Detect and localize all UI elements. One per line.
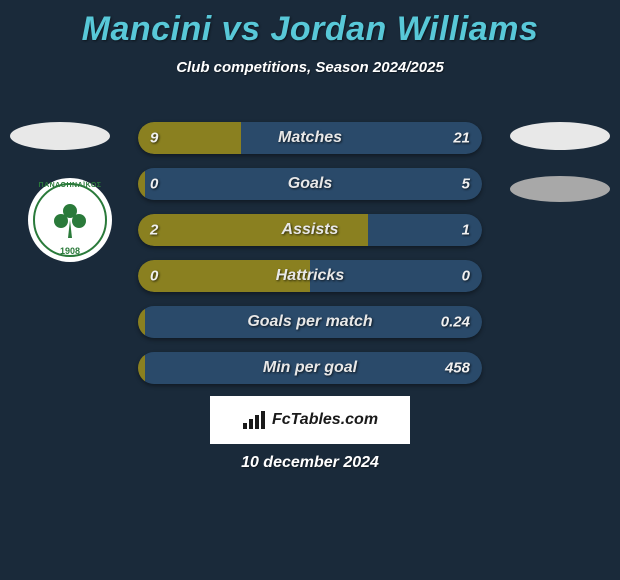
bar-value-left: 0 bbox=[150, 268, 158, 285]
stat-bar-goals-per-match: Goals per match0.24 bbox=[138, 306, 482, 338]
bar-value-left: 2 bbox=[150, 222, 158, 239]
bar-value-right: 458 bbox=[445, 360, 470, 377]
bar-label: Matches bbox=[138, 129, 482, 147]
bar-label: Min per goal bbox=[138, 359, 482, 377]
right-player-placeholder-2 bbox=[510, 176, 610, 202]
stat-bar-min-per-goal: Min per goal458 bbox=[138, 352, 482, 384]
attribution-badge: FcTables.com bbox=[210, 396, 410, 444]
bar-label: Goals bbox=[138, 175, 482, 193]
badge-year: 1908 bbox=[60, 246, 80, 256]
bar-value-left: 0 bbox=[150, 176, 158, 193]
left-player-placeholder-1 bbox=[10, 122, 110, 150]
bar-value-left: 9 bbox=[150, 130, 158, 147]
bar-value-right: 5 bbox=[462, 176, 470, 193]
page-title: Mancini vs Jordan Williams bbox=[0, 0, 620, 49]
bar-label: Goals per match bbox=[138, 313, 482, 331]
bar-value-right: 0 bbox=[462, 268, 470, 285]
attribution-text: FcTables.com bbox=[272, 411, 378, 429]
stat-bar-hattricks: Hattricks0 0 bbox=[138, 260, 482, 292]
bar-label: Hattricks bbox=[138, 267, 482, 285]
stat-bar-matches: Matches9 21 bbox=[138, 122, 482, 154]
stat-bar-assists: Assists2 1 bbox=[138, 214, 482, 246]
bar-value-right: 0.24 bbox=[441, 314, 470, 331]
date-label: 10 december 2024 bbox=[0, 454, 620, 472]
subtitle: Club competitions, Season 2024/2025 bbox=[0, 59, 620, 76]
bar-label: Assists bbox=[138, 221, 482, 239]
badge-team-name: ΠΑΝΑΘΗΝΑΪΚΟΣ bbox=[39, 182, 102, 189]
bar-value-right: 1 bbox=[462, 222, 470, 239]
bar-value-right: 21 bbox=[453, 130, 470, 147]
stat-bar-goals: Goals0 5 bbox=[138, 168, 482, 200]
fctables-logo-icon bbox=[242, 410, 266, 430]
left-team-badge: ΠΑΝΑΘΗΝΑΪΚΟΣ 1908 bbox=[28, 178, 112, 262]
right-player-placeholder-1 bbox=[510, 122, 610, 150]
shamrock-icon bbox=[48, 198, 92, 242]
stats-bars: Matches921Goals05Assists21Hattricks00Goa… bbox=[138, 122, 482, 398]
